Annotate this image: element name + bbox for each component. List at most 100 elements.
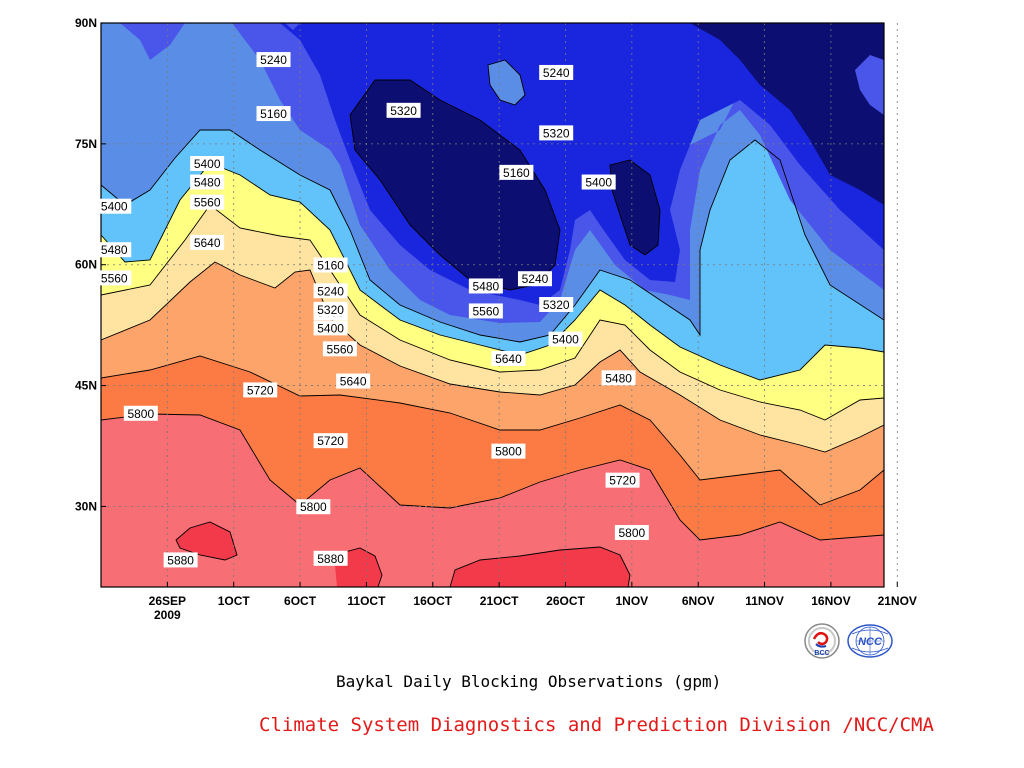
y-tick-label: 90N: [75, 16, 97, 30]
contour-label: 5400: [581, 174, 616, 190]
x-tick-label: 11NOV: [745, 594, 784, 608]
contour-label-text: 5640: [194, 236, 221, 250]
contour-label: 5800: [123, 405, 158, 421]
contour-label-text: 5320: [390, 104, 417, 118]
contour-label-text: 5240: [317, 284, 344, 298]
x-tick-label: 26OCT: [546, 594, 585, 608]
contour-label-text: 5880: [317, 552, 344, 566]
contour-label: 5800: [614, 525, 649, 541]
band-below-5160: [610, 160, 660, 255]
x-tick-label: 16OCT: [413, 594, 452, 608]
contour-label-text: 5480: [194, 176, 221, 190]
band-above-5880: [176, 522, 237, 560]
contour-label: 5720: [243, 382, 278, 398]
contour-label-text: 5160: [260, 107, 287, 121]
contour-label: 5400: [313, 320, 348, 336]
contour-label-text: 5400: [552, 333, 579, 347]
contour-label-text: 5240: [522, 272, 549, 286]
contour-label-text: 5480: [101, 243, 128, 257]
contour-label: 5320: [539, 125, 574, 141]
contour-label-text: 5400: [101, 200, 128, 214]
contour-label-text: 5640: [340, 375, 367, 389]
credit-line: Climate System Diagnostics and Predictio…: [259, 714, 934, 736]
contour-label: 5400: [190, 156, 225, 171]
plot-frame: [100, 22, 885, 588]
contour-label: 5480: [468, 278, 503, 294]
ncc-logo-text: NCC: [858, 636, 883, 648]
contour-label: 5560: [322, 341, 357, 357]
contour-label-text: 5160: [317, 259, 344, 273]
band-5240-5320: [855, 55, 884, 115]
contour-label: 5560: [468, 303, 503, 319]
contour-label: 5160: [313, 257, 348, 273]
contour-label-text: 5640: [495, 352, 522, 366]
contour-label-text: 5400: [585, 176, 612, 190]
contour-label: 5320: [313, 301, 348, 317]
x-tick-label: 16NOV: [811, 594, 850, 608]
ncc-logo-icon: NCC: [847, 624, 893, 658]
contour-label-text: 5320: [543, 298, 570, 312]
contour-labels: 5240 5160 5320 5400 5480 5560 5640 5400 5480 5560…: [97, 52, 649, 568]
band-below-5160: [350, 80, 560, 290]
contour-label: 5480: [601, 370, 636, 386]
band-5240-5320: [285, 23, 300, 30]
contour-label-text: 5160: [503, 166, 530, 180]
x-tick-label: 6NOV: [682, 594, 715, 608]
contour-label: 5400: [548, 331, 583, 347]
contour-label: 5320: [386, 102, 421, 118]
contour-label: 5800: [296, 499, 331, 515]
contour-label: 5880: [163, 552, 198, 568]
contour-label-text: 5400: [317, 321, 344, 335]
contour-label: 5560: [97, 270, 132, 286]
contour-label: 5400: [97, 198, 132, 214]
y-tick-label: 75N: [75, 137, 97, 151]
contour-label-text: 5480: [473, 279, 500, 293]
bcc-logo-text: BCC: [814, 650, 829, 657]
contour-label-text: 5720: [247, 383, 274, 397]
contour-label-text: 5720: [317, 434, 344, 448]
x-tick-label: 21NOV: [878, 594, 917, 608]
contour-label: 5800: [491, 443, 526, 459]
contour-label: 5160: [499, 164, 534, 180]
y-axis: 30N 45N 60N 75N 90N: [75, 16, 106, 513]
contour-label-text: 5400: [194, 157, 221, 171]
contour-label: 5160: [256, 106, 291, 122]
band-above-5880: [450, 547, 630, 587]
contour-label: 5480: [190, 174, 225, 190]
contour-label-text: 5800: [495, 445, 522, 459]
contour-label-text: 5320: [543, 126, 570, 140]
contour-label: 5480: [97, 242, 132, 258]
band-below-5160: [690, 23, 884, 205]
filled-contours: [101, 23, 884, 587]
contour-label-text: 5240: [543, 66, 570, 80]
x-tick-label: 11OCT: [347, 594, 386, 608]
contour-label-text: 5800: [300, 500, 327, 514]
contour-label: 5720: [605, 472, 640, 488]
contour-label-text: 5240: [260, 53, 287, 67]
contour-label-text: 5800: [127, 407, 154, 421]
x-tick-label: 6OCT: [284, 594, 317, 608]
x-tick-label: 1NOV: [616, 594, 649, 608]
contour-label: 5640: [336, 373, 371, 389]
contour-label: 5640: [491, 350, 526, 366]
y-tick-label: 30N: [75, 499, 97, 513]
contour-label-text: 5560: [327, 342, 354, 356]
contour-label-text: 5480: [605, 371, 632, 385]
x-tick-label: 2009: [154, 608, 181, 622]
contour-label: 5320: [539, 297, 574, 312]
x-tick-label: 1OCT: [218, 594, 251, 608]
y-tick-label: 60N: [75, 258, 97, 272]
contour-label: 5880: [313, 550, 348, 566]
contour-label-text: 5560: [101, 271, 128, 285]
x-tick-label: 26SEP: [149, 594, 186, 608]
contour-label: 5240: [539, 64, 574, 80]
contour-label: 5240: [256, 52, 291, 68]
contour-label-text: 5880: [167, 553, 194, 567]
contour-label-text: 5800: [618, 526, 645, 540]
contour-label: 5240: [517, 271, 552, 287]
contour-label-text: 5560: [194, 196, 221, 210]
contour-label: 5240: [313, 283, 348, 299]
y-tick-label: 45N: [75, 379, 97, 393]
